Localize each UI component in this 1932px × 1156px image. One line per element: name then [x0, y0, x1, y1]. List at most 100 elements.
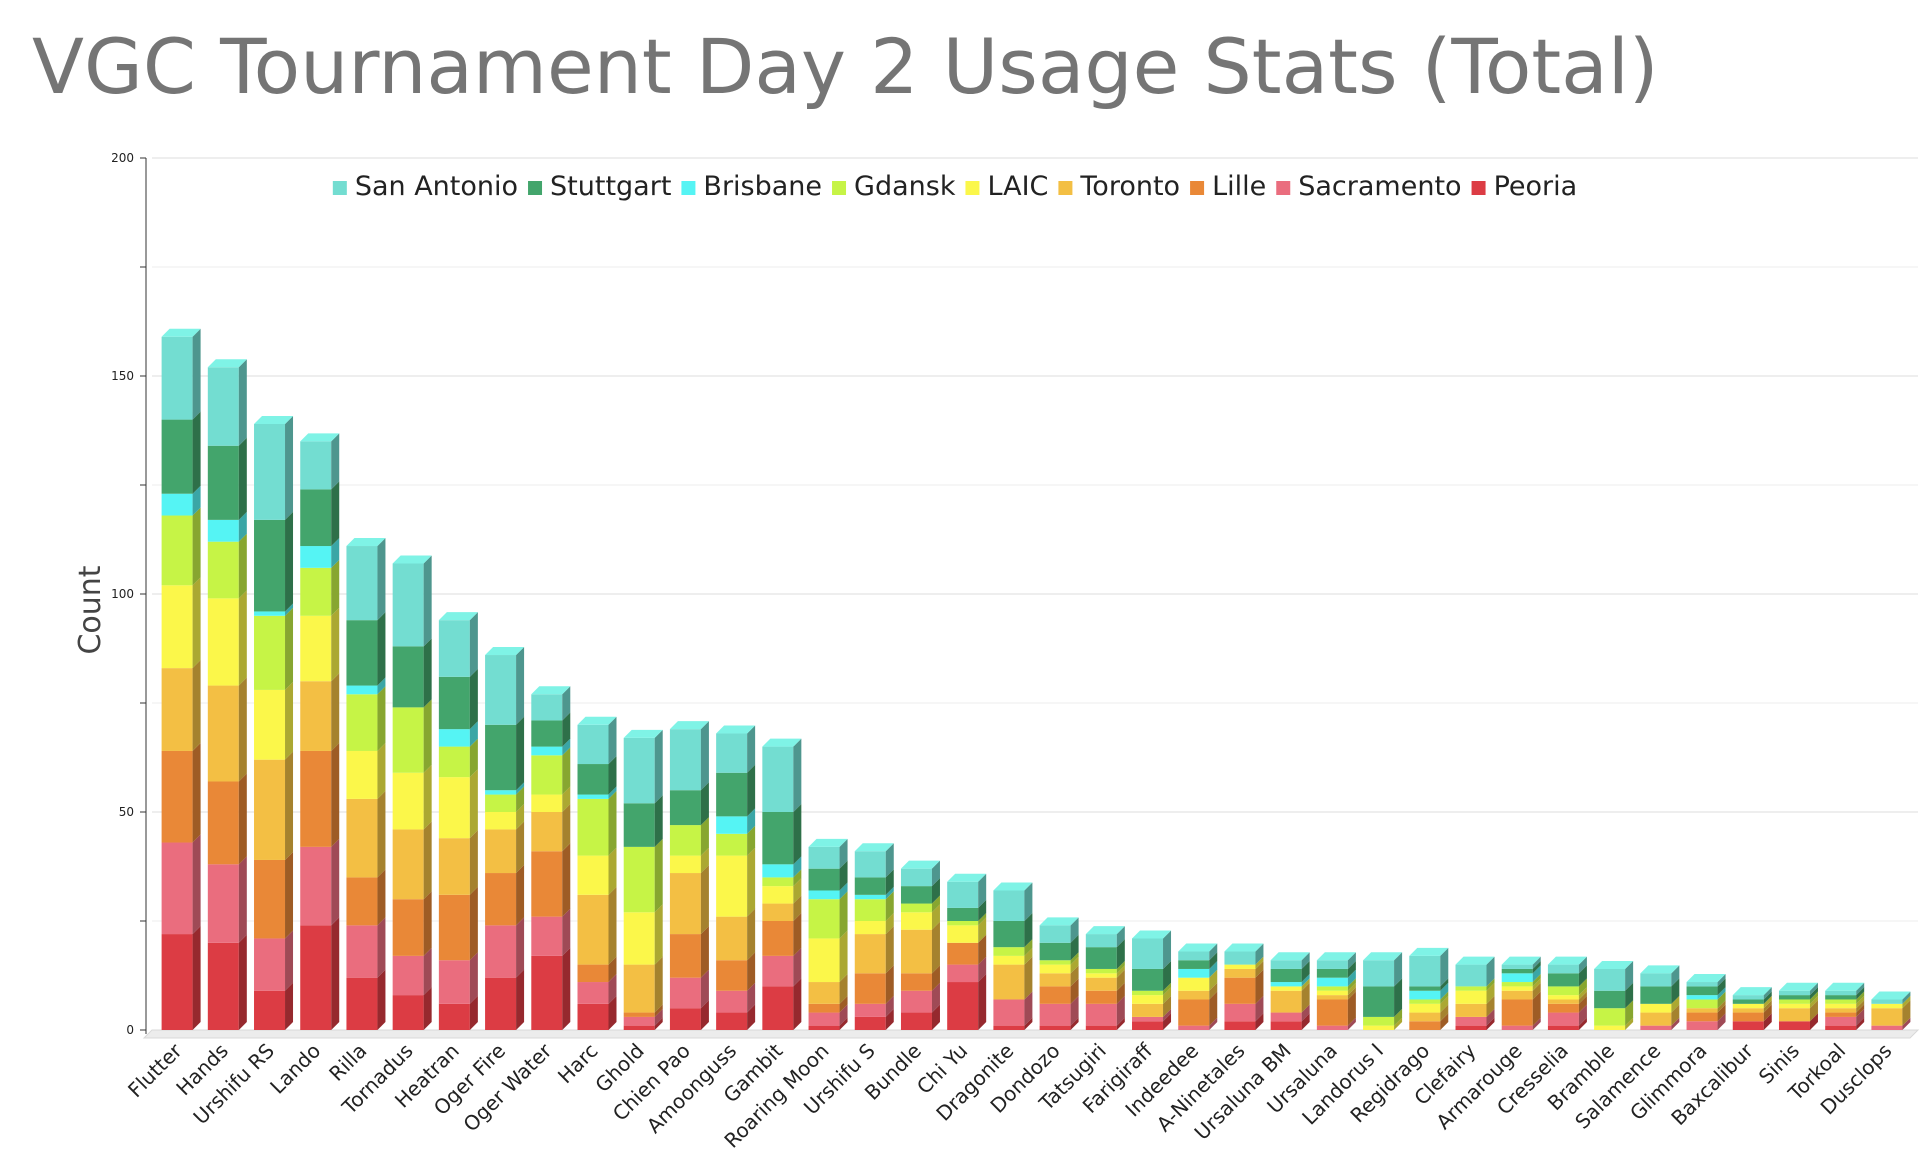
bar-segment-side	[469, 769, 478, 839]
bar-segment-side	[885, 891, 894, 921]
bar-segment-side	[793, 913, 802, 956]
bar-segment-side	[747, 908, 756, 961]
bar-segment	[1409, 1003, 1441, 1013]
legend-label: Toronto	[1079, 171, 1180, 202]
bar-segment-side	[238, 590, 247, 686]
bar-segment-side	[377, 686, 386, 751]
bar-segment	[1501, 964, 1533, 969]
bar-segment	[1178, 1025, 1210, 1030]
bar-segment	[577, 894, 609, 965]
bar-segment-side	[700, 926, 709, 978]
bar-segment-side	[1209, 1017, 1218, 1030]
bar-segment-side	[1070, 965, 1079, 987]
bar-top	[1409, 947, 1449, 956]
bar-segment-side	[654, 1017, 663, 1030]
bar-stack	[716, 725, 756, 1030]
bar-segment	[1825, 1012, 1857, 1017]
bar-segment	[1270, 1012, 1302, 1022]
bar-segment-side	[192, 328, 201, 420]
bar-segment	[1547, 999, 1579, 1004]
bar-segment-side	[1255, 956, 1264, 969]
bar-stack	[1224, 943, 1264, 1030]
bar-segment-side	[700, 1000, 709, 1030]
bar-segment-side	[192, 485, 201, 516]
bar-segment	[1224, 964, 1256, 969]
bar-segment	[300, 489, 332, 547]
bar-segment-side	[885, 926, 894, 974]
bar-segment	[808, 982, 840, 1004]
bar-stack	[623, 729, 663, 1030]
bar-segment-side	[1671, 978, 1680, 1004]
y-tick-label: 50	[119, 805, 134, 819]
bar-segment	[392, 955, 424, 996]
bar-segment-side	[654, 1008, 663, 1026]
bar-segment	[947, 982, 979, 1030]
bar-segment-side	[1763, 995, 1772, 1009]
bar-segment-side	[1116, 982, 1125, 1004]
bar-segment	[623, 1012, 655, 1017]
bar-segment-side	[839, 891, 848, 939]
bar-top	[1547, 956, 1587, 965]
bar-segment	[900, 929, 932, 974]
bar-segment-side	[1809, 991, 1818, 1004]
bar-segment-side	[839, 974, 848, 1004]
bar-segment-side	[331, 559, 340, 616]
bar-segment-side	[1625, 1017, 1634, 1030]
bar-segment	[1039, 942, 1071, 961]
bar-top	[1132, 930, 1172, 939]
bar-segment	[1132, 1016, 1164, 1022]
bar-segment-side	[931, 965, 940, 991]
bar-segment	[1547, 964, 1579, 974]
bar-segment-side	[1347, 960, 1356, 978]
bar-stack	[854, 843, 894, 1030]
bar-segment-side	[238, 934, 247, 1030]
bar-segment	[1686, 982, 1718, 987]
bar-segment-side	[469, 886, 478, 961]
bar-segment	[808, 1012, 840, 1026]
bar-segment	[762, 877, 794, 887]
bar-stack	[346, 538, 386, 1030]
legend-label: Gdansk	[854, 171, 956, 202]
bar-segment	[1316, 1025, 1348, 1030]
bar-segment-side	[238, 533, 247, 599]
bar-segment-side	[423, 891, 432, 956]
bar-segment	[1224, 968, 1256, 978]
bar-segment-side	[1763, 1013, 1772, 1030]
bar-segment	[300, 681, 332, 751]
legend-label: Stuttgart	[550, 171, 671, 202]
bar-stack	[577, 716, 617, 1030]
bar-segment-side	[1486, 982, 1495, 1004]
bar-segment-side	[1625, 1000, 1634, 1026]
bar-segment	[485, 812, 517, 830]
bar-segment	[1224, 977, 1256, 1004]
bar-segment-side	[1255, 960, 1264, 978]
bar-segment-side	[700, 721, 709, 791]
bar-segment	[207, 367, 239, 446]
legend-item: Sacramento	[1276, 171, 1462, 202]
bar-stack	[207, 359, 247, 1030]
y-tick-label: 100	[111, 587, 134, 601]
bar-segment-side	[516, 821, 525, 874]
bar-segment	[1778, 1008, 1810, 1022]
bar-top	[577, 716, 617, 725]
bar-segment-side	[1070, 995, 1079, 1026]
bar-segment	[1547, 1025, 1579, 1030]
bar-segment	[716, 1012, 748, 1030]
bar-segment	[947, 925, 979, 943]
bar-segment-side	[1024, 939, 1033, 956]
bar-top	[1732, 987, 1772, 996]
bar-segment-side	[608, 756, 617, 795]
bar-segment-side	[793, 895, 802, 921]
bar-segment	[1871, 999, 1903, 1004]
bar-segment-side	[978, 899, 987, 921]
legend-swatch	[1058, 181, 1073, 195]
bar-segment-side	[793, 856, 802, 878]
bar-segment	[1178, 968, 1210, 978]
bar-top	[1825, 982, 1865, 991]
bar-segment-side	[238, 359, 247, 446]
bar-stack	[1455, 956, 1495, 1030]
bar-segment	[1778, 1021, 1810, 1030]
bar-segment-side	[1070, 952, 1079, 965]
bar-segment	[531, 746, 563, 756]
bar-segment	[993, 999, 1025, 1026]
